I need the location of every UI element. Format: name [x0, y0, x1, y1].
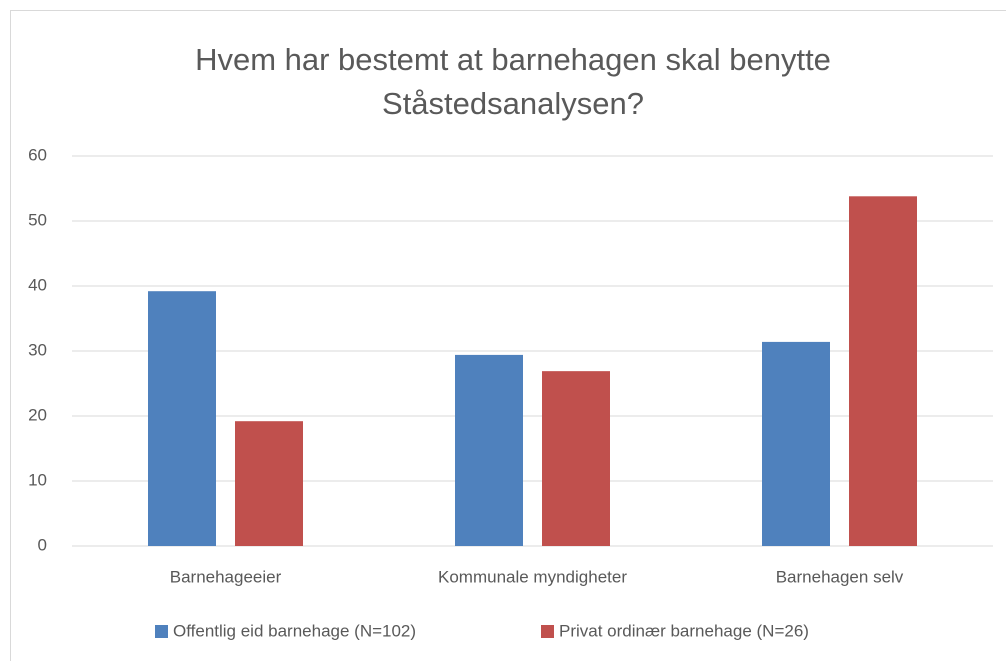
bar [849, 196, 917, 547]
y-tick-label: 60 [28, 145, 47, 164]
y-tick-label: 10 [28, 470, 47, 489]
x-tick-label: Barnehagen selv [776, 567, 904, 586]
y-tick-label: 20 [28, 405, 47, 424]
y-tick-label: 30 [28, 340, 47, 359]
legend-swatch [155, 625, 168, 638]
y-tick-label: 0 [38, 535, 47, 554]
bar [235, 421, 303, 546]
bar [148, 291, 216, 546]
y-tick-label: 50 [28, 210, 47, 229]
x-tick-label: Barnehageeier [170, 567, 282, 586]
chart-title: Hvem har bestemt at barnehagen skal beny… [195, 42, 831, 121]
legend-swatch [541, 625, 554, 638]
legend-label: Privat ordinær barnehage (N=26) [559, 621, 809, 640]
x-tick-label: Kommunale myndigheter [438, 567, 627, 586]
y-tick-label: 40 [28, 275, 47, 294]
bar [762, 341, 830, 546]
bar [455, 354, 523, 546]
bar [542, 371, 610, 546]
chart-frame [10, 10, 1006, 661]
legend-label: Offentlig eid barnehage (N=102) [173, 621, 416, 640]
